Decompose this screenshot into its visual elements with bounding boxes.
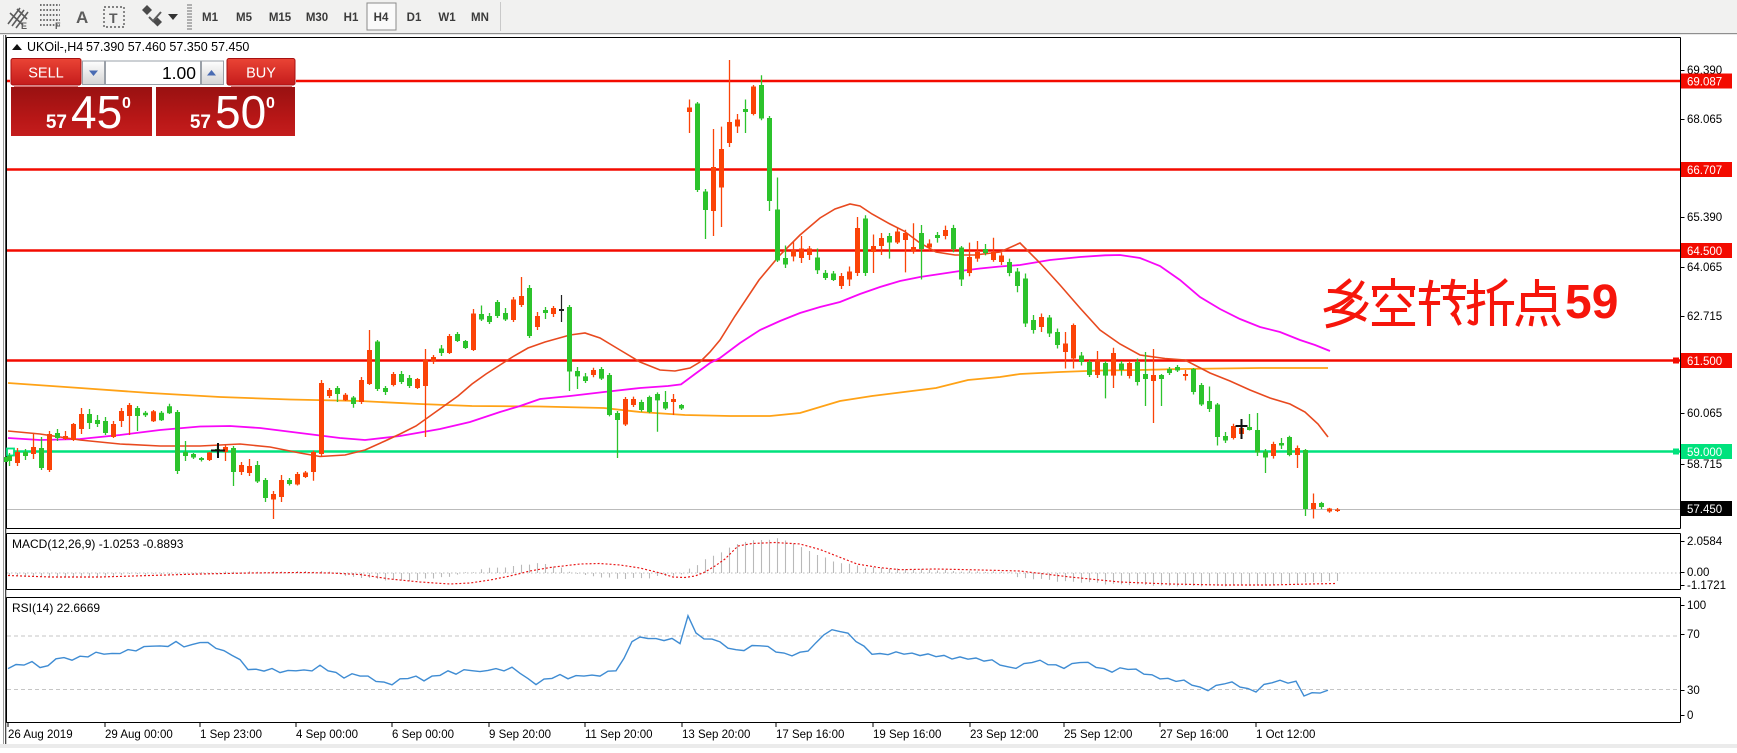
svg-text:1 Sep 23:00: 1 Sep 23:00 (200, 729, 262, 741)
svg-text:RSI(14) 22.6669: RSI(14) 22.6669 (12, 601, 100, 615)
svg-text:A: A (76, 8, 88, 27)
svg-text:100: 100 (1687, 600, 1706, 612)
svg-text:25 Sep 12:00: 25 Sep 12:00 (1064, 729, 1132, 741)
svg-text:57.390 57.460 57.350 57.450: 57.390 57.460 57.350 57.450 (86, 40, 249, 54)
svg-text:61.500: 61.500 (1687, 356, 1722, 368)
svg-text:27 Sep 16:00: 27 Sep 16:00 (1160, 729, 1228, 741)
svg-text:0: 0 (1687, 710, 1693, 722)
svg-text:58.715: 58.715 (1687, 459, 1722, 471)
svg-text:T: T (109, 10, 118, 26)
svg-text:0: 0 (122, 95, 131, 112)
svg-text:1.00: 1.00 (162, 63, 196, 83)
svg-text:-1.1721: -1.1721 (1687, 580, 1726, 592)
svg-text:45: 45 (71, 86, 122, 138)
svg-text:BUY: BUY (246, 66, 276, 82)
svg-text:H4: H4 (374, 12, 389, 24)
svg-text:SELL: SELL (28, 66, 63, 82)
svg-text:0.00: 0.00 (1687, 567, 1709, 579)
svg-text:64.065: 64.065 (1687, 262, 1722, 274)
svg-text:68.065: 68.065 (1687, 114, 1722, 126)
svg-text:D1: D1 (407, 12, 422, 24)
svg-text:1 Oct 12:00: 1 Oct 12:00 (1256, 729, 1315, 741)
svg-text:M15: M15 (269, 12, 292, 24)
svg-text:70: 70 (1687, 629, 1700, 641)
svg-text:MACD(12,26,9) -1.0253 -0.8893: MACD(12,26,9) -1.0253 -0.8893 (12, 537, 184, 551)
svg-text:50: 50 (215, 86, 266, 138)
svg-text:2.0584: 2.0584 (1687, 536, 1723, 548)
svg-text:57.450: 57.450 (1687, 504, 1722, 516)
svg-text:M1: M1 (202, 12, 219, 24)
svg-text:30: 30 (1687, 685, 1700, 697)
svg-text:17 Sep 16:00: 17 Sep 16:00 (776, 729, 844, 741)
svg-text:9 Sep 20:00: 9 Sep 20:00 (489, 729, 551, 741)
svg-text:6 Sep 00:00: 6 Sep 00:00 (392, 729, 454, 741)
svg-text:13 Sep 20:00: 13 Sep 20:00 (682, 729, 750, 741)
svg-text:MN: MN (471, 12, 489, 24)
svg-text:UKOil-,H4: UKOil-,H4 (27, 40, 83, 54)
svg-text:26 Aug 2019: 26 Aug 2019 (8, 729, 73, 741)
svg-text:59: 59 (1565, 276, 1618, 329)
svg-text:M30: M30 (306, 12, 328, 24)
svg-text:66.707: 66.707 (1687, 165, 1722, 177)
svg-text:57: 57 (46, 112, 67, 133)
svg-text:60.065: 60.065 (1687, 408, 1722, 420)
svg-text:62.715: 62.715 (1687, 311, 1722, 323)
svg-text:11 Sep 20:00: 11 Sep 20:00 (585, 729, 653, 741)
svg-text:19 Sep 16:00: 19 Sep 16:00 (873, 729, 941, 741)
svg-text:57: 57 (190, 112, 211, 133)
svg-text:65.390: 65.390 (1687, 212, 1722, 224)
svg-text:W1: W1 (438, 12, 456, 24)
svg-text:29 Aug 00:00: 29 Aug 00:00 (105, 729, 173, 741)
svg-text:4 Sep 00:00: 4 Sep 00:00 (296, 729, 358, 741)
svg-text:F: F (55, 21, 61, 31)
svg-text:64.500: 64.500 (1687, 246, 1722, 258)
svg-text:0: 0 (266, 95, 275, 112)
svg-text:59.000: 59.000 (1687, 447, 1722, 459)
svg-text:23 Sep 12:00: 23 Sep 12:00 (970, 729, 1038, 741)
svg-text:H1: H1 (344, 12, 359, 24)
svg-text:E: E (21, 21, 27, 31)
svg-text:M5: M5 (236, 12, 253, 24)
svg-text:69.087: 69.087 (1687, 77, 1722, 89)
